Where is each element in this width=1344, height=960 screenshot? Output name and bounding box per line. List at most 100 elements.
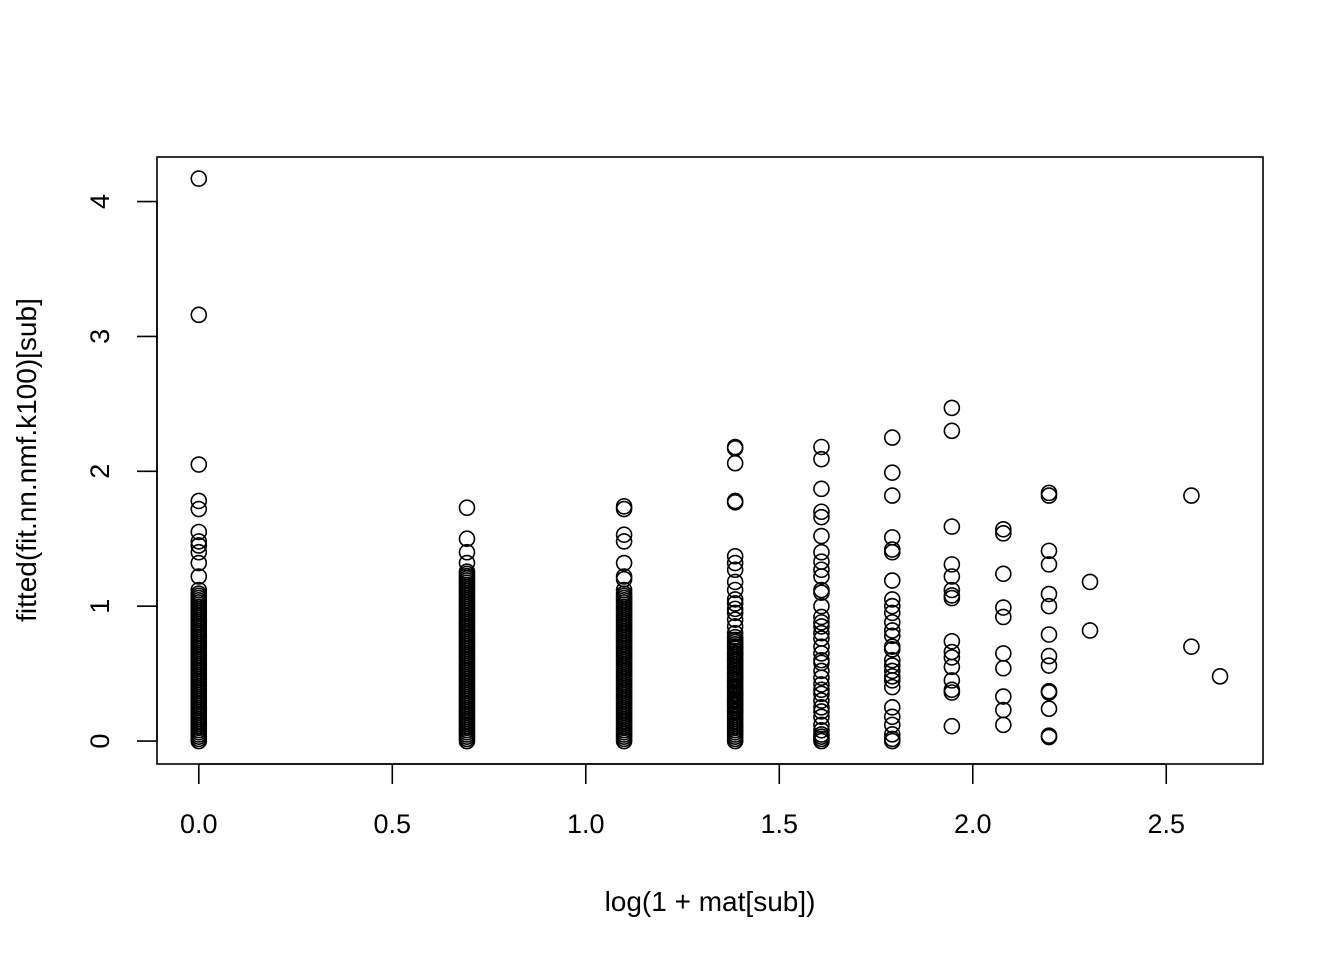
data-point <box>190 533 208 550</box>
data-point <box>726 554 744 572</box>
data-point <box>813 721 830 739</box>
data-point <box>190 581 208 599</box>
data-point <box>813 450 830 468</box>
data-point <box>726 618 744 635</box>
data-point <box>1040 727 1058 744</box>
data-point <box>1040 657 1058 674</box>
data-point <box>995 520 1012 538</box>
data-point <box>813 681 830 699</box>
data-point <box>615 500 633 518</box>
data-point <box>1040 728 1058 746</box>
data-point <box>883 651 901 669</box>
data-point <box>813 662 830 680</box>
data-point <box>726 651 744 669</box>
x-tick-label: 1.0 <box>567 809 605 839</box>
data-point <box>726 561 744 579</box>
data-point <box>615 526 633 543</box>
data-point <box>943 568 961 585</box>
data-point <box>943 589 961 607</box>
data-point <box>883 662 901 680</box>
data-point <box>883 668 901 685</box>
data-point <box>1040 542 1058 560</box>
data-point <box>615 554 633 572</box>
data-point <box>190 543 208 561</box>
data-point <box>726 454 744 472</box>
data-point <box>943 581 961 599</box>
data-point <box>190 170 208 187</box>
data-point <box>883 597 901 615</box>
data-point <box>883 487 901 504</box>
data-point <box>883 678 901 696</box>
data-point <box>943 649 961 666</box>
data-point <box>883 543 901 561</box>
data-point <box>883 464 901 481</box>
data-point <box>726 628 744 646</box>
x-tick-label: 2.0 <box>954 809 992 839</box>
data-point <box>1040 682 1058 700</box>
data-point <box>726 438 744 456</box>
data-point <box>190 306 208 324</box>
data-point <box>1040 647 1058 665</box>
data-point <box>1183 638 1200 655</box>
data-point <box>995 659 1012 677</box>
data-point <box>726 494 744 511</box>
data-point <box>726 600 744 618</box>
data-point <box>458 543 476 561</box>
data-point <box>458 530 476 548</box>
data-point <box>1040 597 1058 615</box>
data-point <box>1040 585 1058 603</box>
data-point <box>726 692 744 709</box>
data-point <box>458 499 476 517</box>
data-point <box>813 645 830 662</box>
data-point <box>813 624 830 642</box>
data-point <box>726 638 744 655</box>
data-point <box>615 581 633 599</box>
data-point <box>813 543 830 561</box>
data-point <box>813 438 830 456</box>
data-point <box>726 492 744 510</box>
data-point <box>883 672 901 689</box>
data-point <box>813 699 830 716</box>
data-point <box>1040 684 1058 701</box>
x-tick-label: 1.5 <box>760 809 798 839</box>
data-point <box>943 632 961 650</box>
y-tick-label: 0 <box>85 734 115 749</box>
y-tick-label: 3 <box>85 329 115 344</box>
data-point <box>1040 556 1058 573</box>
data-point <box>726 611 744 628</box>
data-point <box>813 703 830 720</box>
data-point <box>726 665 744 682</box>
data-point <box>943 556 961 573</box>
data-point <box>995 645 1012 662</box>
data-point <box>813 508 830 526</box>
data-point <box>1040 700 1058 717</box>
data-point <box>813 561 830 579</box>
plot-frame <box>156 156 1264 765</box>
data-point <box>943 717 961 735</box>
data-point <box>190 456 208 473</box>
data-point <box>813 708 830 726</box>
data-point <box>726 573 744 591</box>
data-point <box>995 525 1012 542</box>
data-point <box>883 622 901 639</box>
data-point <box>190 585 208 602</box>
data-point <box>458 554 476 572</box>
data-point <box>813 480 830 498</box>
data-point <box>943 518 961 535</box>
data-point <box>943 672 961 689</box>
data-point <box>726 685 744 703</box>
data-point <box>726 440 744 457</box>
data-point <box>1081 573 1099 591</box>
x-axis: 0.0 0.5 1.0 1.5 2.0 2.5 <box>180 763 1185 839</box>
data-point <box>813 597 830 615</box>
data-point <box>813 685 830 703</box>
data-point <box>943 684 961 701</box>
data-point <box>813 608 830 626</box>
data-point <box>883 627 901 645</box>
data-point <box>883 591 901 608</box>
data-point <box>995 608 1012 626</box>
data-point <box>883 641 901 658</box>
data-point <box>943 422 961 440</box>
data-point <box>1081 622 1099 639</box>
